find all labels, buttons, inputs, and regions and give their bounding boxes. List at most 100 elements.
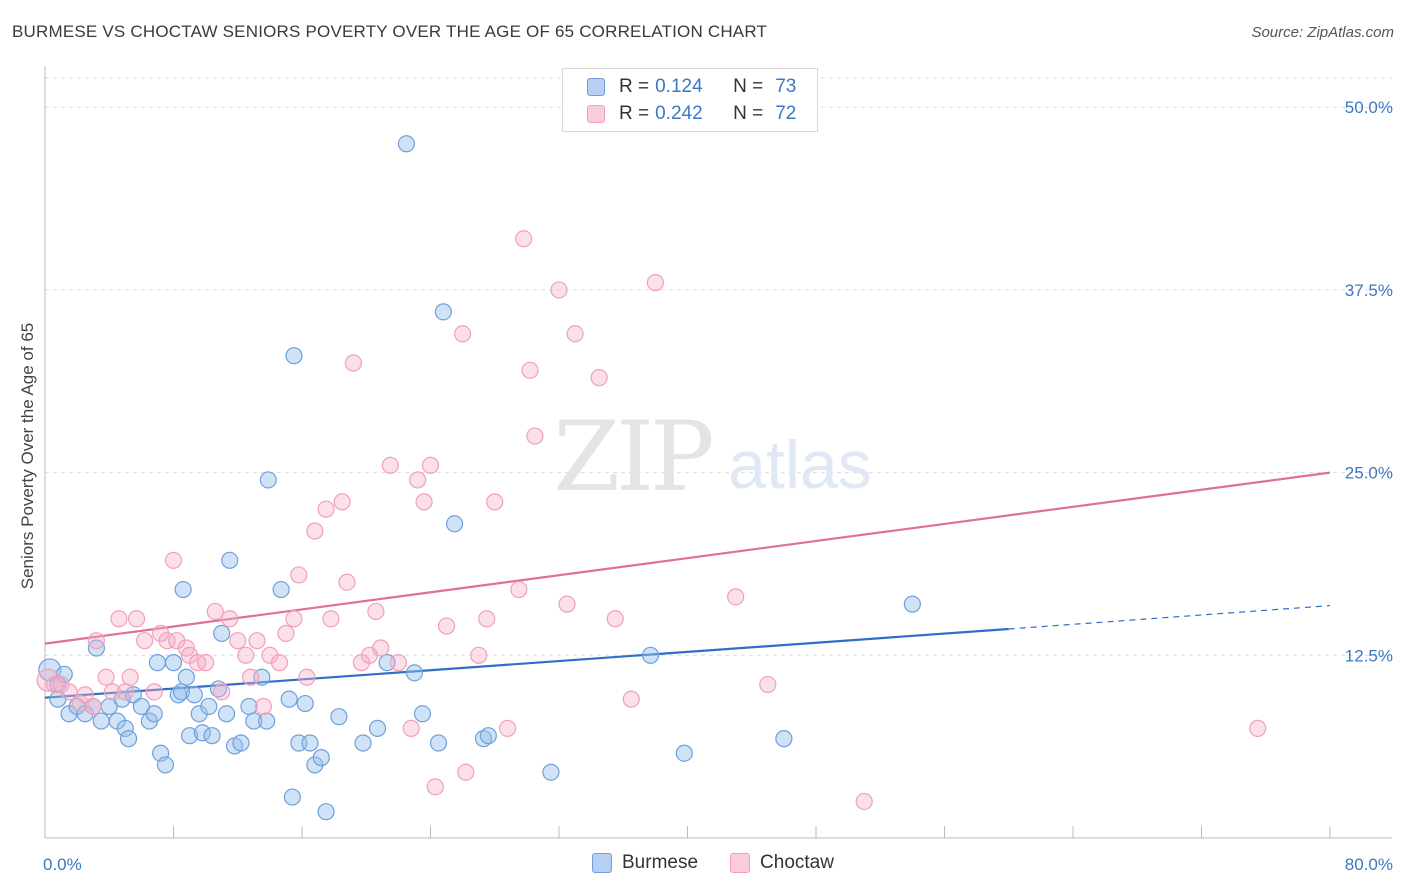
choctaw-point (499, 719, 517, 737)
burmese-trend-line (44, 627, 1009, 699)
choctaw-point (855, 792, 873, 811)
choctaw-point (338, 573, 356, 591)
choctaw-point (521, 361, 539, 379)
choctaw-point (237, 646, 255, 664)
choctaw-point (402, 719, 420, 737)
burmese-point (413, 705, 432, 723)
burmese-point (405, 664, 424, 682)
burmese-point (245, 712, 263, 730)
burmese-point (221, 551, 239, 569)
choctaw-point (646, 274, 664, 292)
burmese-n-label: N = (733, 76, 764, 97)
correlation-legend: R = 0.124 N = 73 R = 0.242 N = 72 (562, 68, 818, 132)
choctaw-legend-label: Choctaw (760, 852, 834, 873)
choctaw-point (437, 617, 456, 635)
burmese-point (203, 727, 221, 745)
choctaw-point (486, 493, 504, 511)
x-tick-label: 0.0% (43, 855, 82, 874)
choctaw-point (550, 281, 568, 299)
choctaw-point (285, 610, 303, 628)
burmese-point (675, 744, 693, 762)
choctaw-point (197, 654, 215, 672)
choctaw-point (110, 610, 128, 628)
choctaw-point (87, 632, 106, 650)
burmese-point (148, 654, 167, 672)
choctaw-point (510, 580, 528, 599)
tick-labels: 12.5% 25.0% 37.5% 50.0% 0.0% 80.0% (43, 98, 1393, 874)
burmese-point (209, 680, 228, 698)
burmese-point (258, 712, 276, 730)
choctaw-point (127, 610, 146, 628)
burmese-legend-label: Burmese (622, 852, 699, 873)
y-tick-label: 37.5% (1345, 281, 1393, 300)
burmese-point (145, 705, 163, 723)
choctaw-point (727, 588, 745, 606)
choctaw-point (317, 500, 335, 518)
burmese-point (368, 719, 387, 737)
burmese-point (272, 580, 290, 599)
y-tick-label: 50.0% (1345, 98, 1393, 117)
burmese-point (213, 624, 231, 642)
choctaw-point (221, 610, 239, 628)
axes (44, 66, 1392, 839)
series-legend: Burmese Choctaw (592, 852, 866, 874)
choctaw-point (381, 456, 399, 474)
burmese-point (119, 730, 138, 748)
burmese-point (177, 668, 195, 686)
burmese-point (397, 135, 416, 153)
choctaw-point (457, 763, 475, 781)
burmese-point (542, 763, 560, 781)
burmese-point (429, 734, 448, 752)
burmese-r-label: R = (619, 76, 650, 97)
choctaw-point (470, 646, 488, 664)
choctaw-point (333, 493, 351, 511)
choctaw-point (277, 624, 295, 642)
burmese-point (312, 749, 330, 767)
choctaw-point (164, 551, 183, 569)
choctaw-point (372, 639, 390, 657)
burmese-point (317, 803, 335, 821)
choctaw-point (558, 595, 576, 613)
choctaw-point (426, 778, 444, 796)
trend-lines (44, 471, 1331, 699)
choctaw-point (290, 566, 308, 584)
choctaw-point (306, 522, 324, 540)
legend-row-burmese: R = 0.124 N = 73 (587, 74, 796, 100)
watermark: ZIP atlas (553, 401, 871, 513)
burmese-point (903, 595, 921, 613)
choctaw-point (121, 668, 139, 686)
choctaw-point (229, 632, 247, 650)
source-label: Source: ZipAtlas.com (1251, 24, 1394, 41)
burmese-n-value: 73 (775, 76, 797, 97)
burmese-point (200, 697, 218, 716)
choctaw-point (242, 668, 260, 686)
choctaw-point (158, 632, 176, 650)
y-tick-label: 25.0% (1345, 464, 1393, 483)
watermark-zip: ZIP (553, 401, 712, 513)
burmese-point (185, 686, 203, 704)
choctaw-point (97, 668, 115, 686)
choctaw-point (270, 654, 289, 672)
burmese-point (479, 727, 497, 745)
choctaw-point (84, 697, 102, 716)
choctaw-trend-line (44, 471, 1331, 645)
burmese-point (92, 712, 110, 730)
burmese-point (132, 697, 150, 716)
choctaw-point (415, 493, 433, 511)
burmese-point (280, 690, 298, 708)
choctaw-point (367, 602, 385, 621)
burmese-point (232, 734, 250, 752)
choctaw-point (103, 683, 122, 701)
burmese-point (474, 730, 493, 748)
burmese-point (301, 734, 319, 752)
choctaw-point (298, 668, 316, 686)
choctaw-point (606, 610, 624, 628)
burmese-trend-extension (1008, 605, 1331, 630)
choctaw-point (1249, 719, 1267, 737)
y-axis-label: Seniors Poverty Over the Age of 65 (18, 323, 37, 589)
choctaw-point (344, 354, 362, 372)
burmese-point (217, 705, 236, 723)
choctaw-point (526, 427, 544, 445)
choctaw-r-label: R = (619, 103, 650, 124)
burmese-swatch (587, 78, 605, 96)
